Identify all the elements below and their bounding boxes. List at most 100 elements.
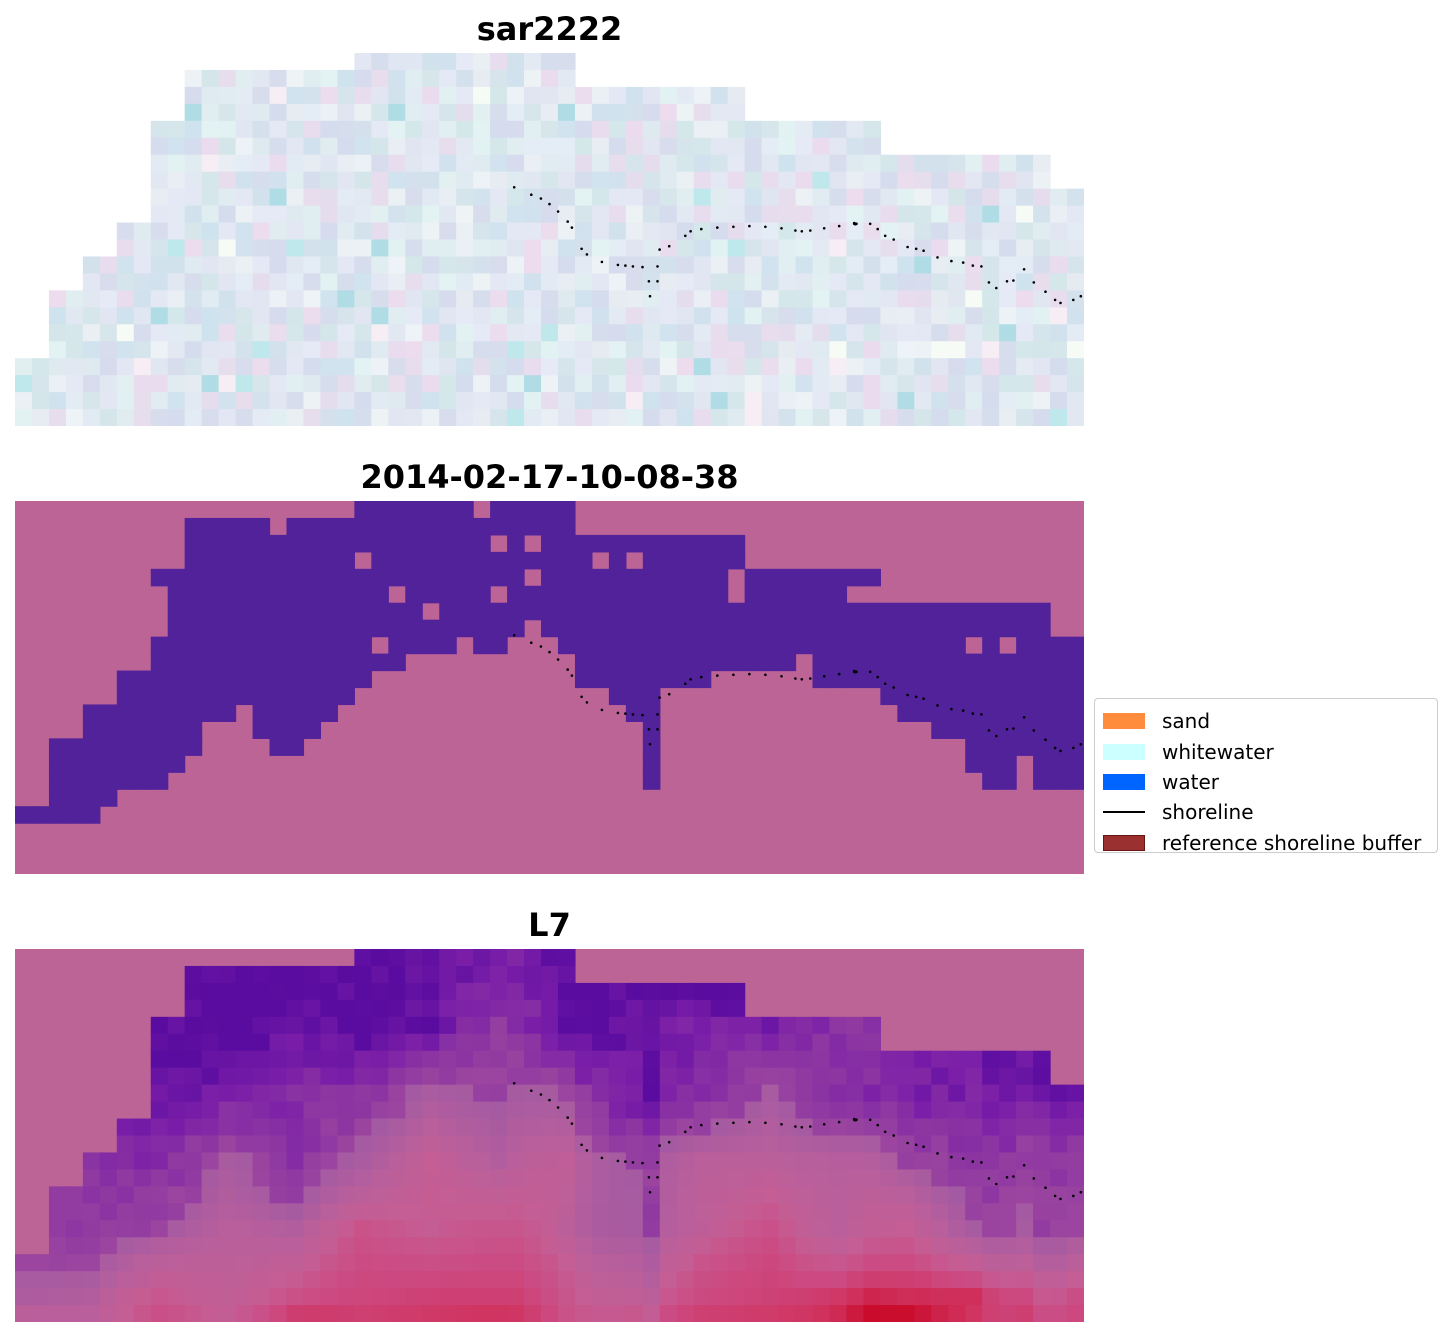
overlay-pixel <box>490 1203 508 1221</box>
water-pixel <box>608 568 627 587</box>
image-pixel <box>914 154 932 173</box>
overlay-pixel <box>727 1067 746 1086</box>
image-pixel <box>252 69 271 88</box>
water-pixel <box>150 568 169 587</box>
overlay-pixel <box>235 1220 254 1238</box>
water-pixel <box>150 636 169 655</box>
shoreline-point <box>853 1118 857 1122</box>
overlay-pixel <box>608 1033 627 1052</box>
water-pixel <box>269 687 288 706</box>
shoreline-point <box>716 226 719 229</box>
overlay-pixel <box>1050 1101 1068 1120</box>
image-pixel <box>744 188 763 207</box>
image-pixel <box>456 103 474 122</box>
water-pixel <box>320 568 338 587</box>
image-pixel <box>761 290 780 308</box>
image-pixel <box>880 341 898 359</box>
water-pixel <box>456 568 474 587</box>
water-pixel <box>201 636 220 655</box>
image-pixel <box>150 188 169 207</box>
overlay-pixel <box>371 1050 389 1069</box>
overlay-pixel <box>574 1016 593 1035</box>
image-pixel <box>574 120 593 139</box>
overlay-pixel <box>303 1237 322 1255</box>
overlay-pixel <box>557 1288 576 1306</box>
water-pixel <box>252 636 271 655</box>
overlay-pixel <box>252 982 271 1001</box>
overlay-pixel <box>456 1016 474 1035</box>
image-pixel <box>184 341 203 359</box>
image-pixel <box>201 120 220 139</box>
water-pixel <box>65 789 84 807</box>
overlay-pixel <box>456 1152 474 1170</box>
image-pixel <box>1033 290 1051 308</box>
image-pixel <box>625 239 644 258</box>
overlay-pixel <box>99 1305 118 1322</box>
overlay-pixel <box>541 1016 559 1035</box>
overlay-pixel <box>473 1135 491 1154</box>
overlay-pixel <box>659 1220 678 1238</box>
image-pixel <box>303 205 322 224</box>
image-pixel <box>354 86 372 105</box>
overlay-pixel <box>914 1271 932 1289</box>
image-pixel <box>473 392 491 410</box>
overlay-pixel <box>744 1237 763 1255</box>
water-pixel <box>642 534 661 553</box>
image-pixel <box>422 222 440 241</box>
image-pixel <box>303 256 322 274</box>
overlay-pixel <box>371 1254 389 1272</box>
overlay-pixel <box>659 1254 678 1272</box>
overlay-pixel <box>422 1169 440 1187</box>
overlay-pixel <box>116 1237 135 1255</box>
overlay-pixel <box>456 1186 474 1204</box>
overlay-pixel <box>744 1169 763 1187</box>
overlay-pixel <box>439 1305 457 1322</box>
image-pixel <box>524 137 542 156</box>
overlay-pixel <box>965 1118 983 1137</box>
image-pixel <box>490 409 508 426</box>
overlay-pixel <box>133 1203 152 1221</box>
water-pixel <box>371 568 389 587</box>
image-pixel <box>676 222 695 241</box>
overlay-pixel <box>778 1050 797 1069</box>
water-pixel <box>337 568 355 587</box>
image-pixel <box>337 171 355 190</box>
overlay-pixel <box>201 1118 220 1137</box>
overlay-pixel <box>829 1271 848 1289</box>
overlay-pixel <box>286 1288 305 1306</box>
water-pixel <box>880 687 898 706</box>
image-pixel <box>948 154 966 173</box>
water-pixel <box>608 585 627 604</box>
shoreline-point <box>548 650 551 654</box>
image-pixel <box>133 409 152 426</box>
shoreline-point <box>980 1161 983 1164</box>
overlay-pixel <box>507 1050 525 1069</box>
overlay-pixel <box>591 1084 610 1103</box>
water-pixel <box>829 636 848 655</box>
water-pixel <box>82 755 101 773</box>
overlay-pixel <box>371 1220 389 1238</box>
overlay-pixel <box>965 1254 983 1272</box>
overlay-pixel <box>880 1254 898 1272</box>
water-pixel <box>269 534 288 553</box>
overlay-pixel <box>167 1135 186 1154</box>
water-pixel <box>846 619 865 638</box>
image-pixel <box>897 273 915 291</box>
legend-label-reference-buffer: reference shoreline buffer <box>1162 830 1422 855</box>
overlay-pixel <box>557 1169 576 1187</box>
water-pixel <box>541 501 559 519</box>
image-pixel <box>625 205 644 224</box>
water-pixel <box>116 755 135 773</box>
image-pixel <box>999 222 1017 241</box>
water-pixel <box>167 704 186 722</box>
image-pixel <box>591 103 610 122</box>
water-pixel <box>1067 755 1084 773</box>
image-pixel <box>405 205 423 224</box>
overlay-pixel <box>150 1169 169 1187</box>
image-pixel <box>439 324 457 342</box>
classified-image-panel <box>15 501 1084 874</box>
overlay-pixel <box>574 1186 593 1204</box>
overlay-pixel <box>82 1169 101 1187</box>
overlay-pixel <box>218 1220 237 1238</box>
water-pixel <box>965 721 983 739</box>
